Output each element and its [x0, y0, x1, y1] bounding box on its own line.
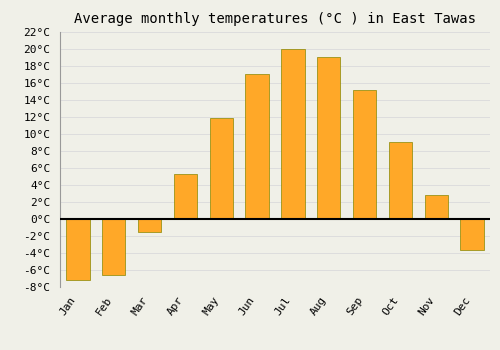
Bar — [66, 219, 90, 280]
Bar — [460, 219, 483, 250]
Bar — [389, 142, 412, 219]
Bar — [424, 195, 448, 219]
Bar — [138, 219, 161, 232]
Title: Average monthly temperatures (°C ) in East Tawas: Average monthly temperatures (°C ) in Ea… — [74, 12, 476, 26]
Bar — [102, 219, 126, 275]
Bar — [246, 74, 268, 219]
Bar — [174, 174, 197, 219]
Bar — [282, 49, 304, 219]
Bar — [317, 57, 340, 219]
Bar — [353, 90, 376, 219]
Bar — [210, 118, 233, 219]
